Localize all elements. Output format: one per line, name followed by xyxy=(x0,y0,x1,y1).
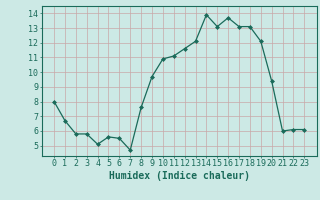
X-axis label: Humidex (Indice chaleur): Humidex (Indice chaleur) xyxy=(109,171,250,181)
